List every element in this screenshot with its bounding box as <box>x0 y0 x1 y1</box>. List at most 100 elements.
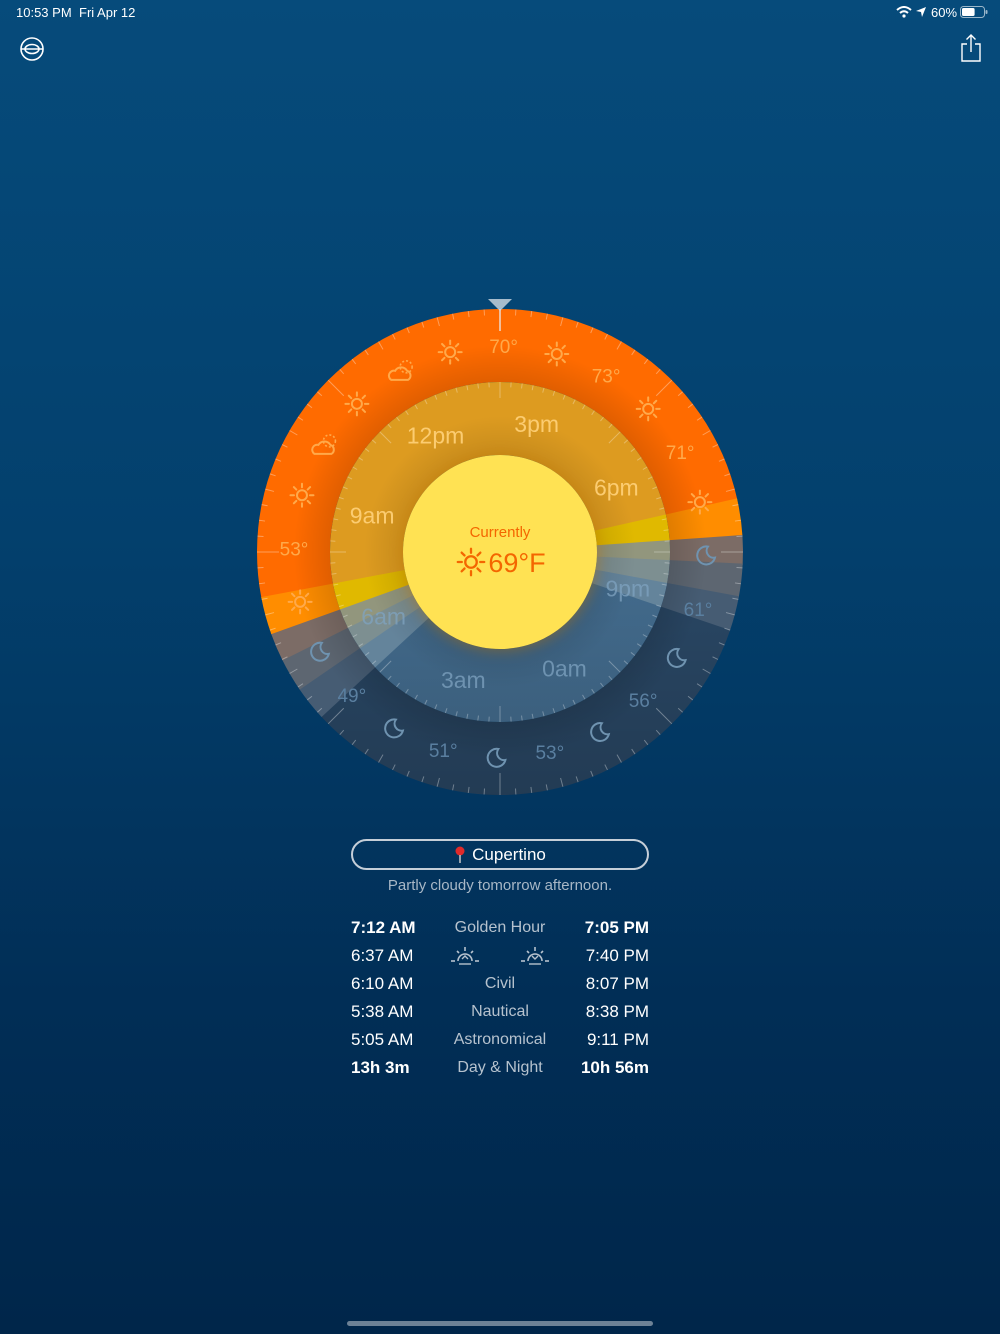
outer-tick <box>696 416 703 421</box>
battery-percent: 60% <box>931 5 958 20</box>
hour-tick <box>647 476 653 480</box>
sun-icon <box>635 396 661 422</box>
hour-tick <box>338 496 344 500</box>
sun-time-row: 5:05 AM Astronomical 9:11 PM <box>351 1030 649 1054</box>
hour-tick <box>466 385 469 391</box>
outer-tick <box>590 770 594 777</box>
hour-tick <box>652 614 658 618</box>
outer-tick <box>677 707 684 713</box>
share-icon[interactable] <box>960 33 982 63</box>
hour-tick <box>656 604 662 608</box>
moon-icon <box>666 647 687 668</box>
outer-tick <box>378 341 384 350</box>
outer-tick <box>364 748 369 755</box>
sunset-icon <box>521 947 550 965</box>
hour-tick <box>444 708 448 714</box>
sun-icon <box>344 391 370 417</box>
outer-tick <box>327 707 345 725</box>
outer-tick <box>452 784 455 791</box>
outer-tick <box>436 317 440 327</box>
hour-tick <box>663 573 669 575</box>
morning-time: 5:38 AM <box>351 1002 414 1021</box>
moon-icon <box>310 641 331 662</box>
moon-icon <box>486 747 507 768</box>
partly-cloudy-icon <box>387 360 413 381</box>
outer-tick <box>687 695 694 701</box>
hour-tick <box>387 423 392 429</box>
hour-tick <box>659 507 665 510</box>
sunrise-icon <box>450 947 479 965</box>
partly-cloudy-icon <box>311 434 337 455</box>
outer-tick <box>316 707 323 713</box>
hour-tick <box>600 682 604 688</box>
hour-tick <box>663 529 669 531</box>
hour-tick <box>642 634 648 638</box>
evening-time: 8:38 PM <box>585 1002 649 1021</box>
hour-tick <box>521 715 523 721</box>
battery-icon <box>960 6 988 18</box>
outer-tick <box>545 784 548 791</box>
outer-tick <box>265 612 275 616</box>
hour-tick <box>582 694 586 700</box>
outer-tick <box>269 627 276 631</box>
outer-tick <box>604 333 608 340</box>
hour-tick <box>347 476 353 480</box>
outer-tick <box>265 488 275 492</box>
hour-tick <box>335 594 341 597</box>
outer-tick <box>724 627 731 631</box>
morning-time: 6:37 AM <box>351 946 414 965</box>
hour-tick <box>608 675 613 681</box>
hour-tick <box>477 715 479 721</box>
location-button[interactable]: Cupertino <box>351 839 649 870</box>
outer-tick <box>297 416 304 421</box>
outer-tick <box>281 656 288 660</box>
hour-tick <box>364 652 370 656</box>
hour-tick <box>623 439 629 444</box>
outer-tick <box>575 321 579 328</box>
sun-time-label: Astronomical <box>453 1031 547 1048</box>
hour-tick <box>342 614 348 618</box>
hour-tick <box>364 448 370 452</box>
hour-tick <box>591 688 595 694</box>
hour-tick <box>352 634 358 638</box>
hour-tick <box>424 699 428 705</box>
hour-tick <box>582 404 586 410</box>
day-dial[interactable]: 53° 70° 73° 71° 61° 56° 53° 51° 49° 6am 9am 12pm 3pm… <box>0 0 1000 820</box>
hour-tick <box>331 573 337 575</box>
outer-tick <box>724 473 731 477</box>
outer-tick <box>275 642 282 646</box>
hour-tick <box>331 529 337 531</box>
hour-tick <box>572 399 576 405</box>
hour-tick <box>656 496 662 500</box>
outer-tick <box>702 668 711 674</box>
hour-tick <box>630 448 636 452</box>
evening-time: 9:11 PM <box>586 1030 649 1049</box>
hour-tick <box>387 675 392 681</box>
outer-tick <box>655 368 661 375</box>
outer-tick <box>696 683 703 688</box>
hour-tick <box>352 466 358 470</box>
hour-tick <box>466 713 469 719</box>
outer-tick <box>392 764 396 771</box>
outer-tick <box>687 403 694 409</box>
outer-tick <box>734 582 741 585</box>
sunrise-sunset-icons <box>351 944 649 971</box>
outer-tick <box>421 321 425 328</box>
outer-tick <box>406 770 410 777</box>
home-indicator[interactable] <box>347 1321 653 1326</box>
hour-tick <box>405 688 409 694</box>
globe-icon[interactable] <box>19 36 45 62</box>
forecast-temp: 51° <box>429 741 458 762</box>
outer-tick <box>378 754 384 763</box>
sun-time-label: Day & Night <box>457 1059 543 1076</box>
sun-time-row: 13h 3m Day & Night 10h 56m <box>351 1058 649 1082</box>
wifi-icon <box>896 6 912 18</box>
hour-tick <box>608 431 621 444</box>
hour-tick <box>552 708 556 714</box>
moon-icon <box>590 722 611 742</box>
outer-tick <box>436 777 440 787</box>
outer-tick <box>604 764 608 771</box>
outer-tick <box>452 313 455 320</box>
outer-tick <box>725 612 735 616</box>
hour-tick <box>542 711 545 717</box>
